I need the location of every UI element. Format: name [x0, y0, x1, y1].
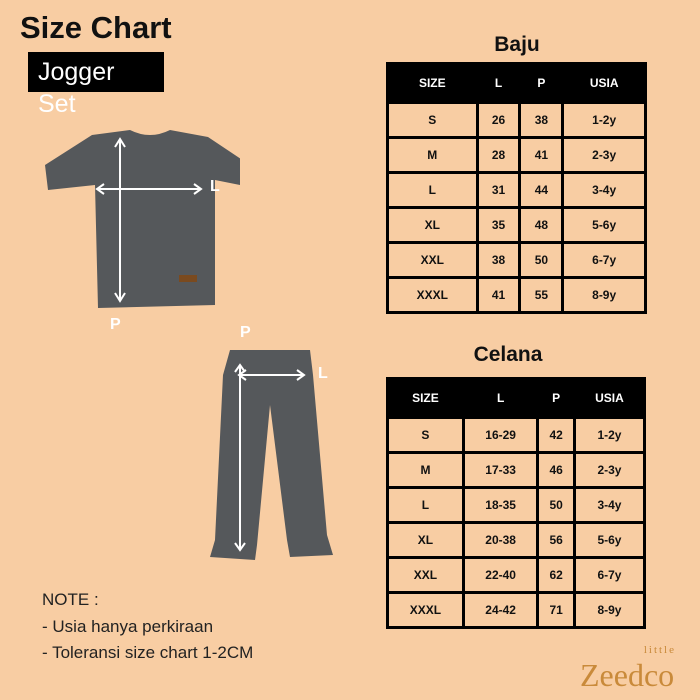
table-cell: 50 [539, 489, 573, 521]
table-row: S 26 38 1-2y [389, 104, 644, 136]
table-cell: 41 [521, 139, 562, 171]
table-cell: 20-38 [464, 524, 537, 556]
table-cell: L [389, 174, 476, 206]
table-cell: 5-6y [575, 524, 643, 556]
logo-small-text: little [643, 644, 676, 656]
table-cell: XXL [389, 559, 462, 591]
table-row: XL 35 48 5-6y [389, 209, 644, 241]
table-cell: 35 [478, 209, 519, 241]
table-row: S 16-29 42 1-2y [389, 419, 643, 451]
pants-illustration [210, 350, 333, 560]
brand-logo: little Zeedco [580, 644, 680, 694]
table-cell: 38 [521, 104, 562, 136]
table-cell: 17-33 [464, 454, 537, 486]
table-cell: S [389, 419, 462, 451]
table-cell: M [389, 139, 476, 171]
table-cell: 50 [521, 244, 562, 276]
table-cell: 6-7y [575, 559, 643, 591]
table-cell: 24-42 [464, 594, 537, 626]
celana-title: Celana [473, 343, 543, 366]
table-cell: XL [389, 524, 462, 556]
pants-width-label: L [318, 365, 328, 382]
col-header: SIZE [389, 380, 462, 416]
table-cell: L [389, 489, 462, 521]
table-cell: 2-3y [564, 139, 644, 171]
table-cell: 44 [521, 174, 562, 206]
table-cell: 71 [539, 594, 573, 626]
table-cell: XXXL [389, 279, 476, 311]
table-row: XXL 22-40 62 6-7y [389, 559, 643, 591]
col-header: L [478, 65, 519, 101]
table-cell: 18-35 [464, 489, 537, 521]
col-header: USIA [575, 380, 643, 416]
table-cell: 48 [521, 209, 562, 241]
shirt-length-label: P [110, 316, 121, 333]
table-cell: 8-9y [564, 279, 644, 311]
table-row: XL 20-38 56 5-6y [389, 524, 643, 556]
table-cell: 31 [478, 174, 519, 206]
logo-main-text: Zeedco [580, 657, 675, 693]
table-cell: 2-3y [575, 454, 643, 486]
table-cell: 46 [539, 454, 573, 486]
table-row: XXXL 24-42 71 8-9y [389, 594, 643, 626]
table-cell: 3-4y [564, 174, 644, 206]
page-subtitle: Jogger Set [28, 52, 164, 118]
table-cell: XL [389, 209, 476, 241]
table-cell: 22-40 [464, 559, 537, 591]
table-cell: 28 [478, 139, 519, 171]
table-cell: 1-2y [564, 104, 644, 136]
note-heading: NOTE : [42, 590, 99, 609]
table-cell: 62 [539, 559, 573, 591]
col-header: L [464, 380, 537, 416]
table-cell: M [389, 454, 462, 486]
table-row: L 31 44 3-4y [389, 174, 644, 206]
table-row: XXXL 41 55 8-9y [389, 279, 644, 311]
note-item: - Toleransi size chart 1-2CM [42, 643, 254, 662]
table-cell: 55 [521, 279, 562, 311]
table-cell: 8-9y [575, 594, 643, 626]
col-header: SIZE [389, 65, 476, 101]
table-row: M 17-33 46 2-3y [389, 454, 643, 486]
table-cell: 26 [478, 104, 519, 136]
table-cell: XXL [389, 244, 476, 276]
celana-size-table: SIZE L P USIA S 16-29 42 1-2y M 17-33 46 2-3y L 18-3… [386, 377, 646, 629]
table-cell: 42 [539, 419, 573, 451]
col-header: P [521, 65, 562, 101]
page-title: Size Chart [20, 10, 172, 45]
table-cell: S [389, 104, 476, 136]
baju-title: Baju [494, 33, 540, 56]
note-item: - Usia hanya perkiraan [42, 617, 214, 636]
col-header: USIA [564, 65, 644, 101]
shirt-width-label: L [210, 178, 220, 195]
table-cell: 3-4y [575, 489, 643, 521]
table-cell: 41 [478, 279, 519, 311]
table-cell: 16-29 [464, 419, 537, 451]
table-cell: 5-6y [564, 209, 644, 241]
baju-size-table: SIZE L P USIA S 26 38 1-2y M 28 41 2-3y L 31 44 3-4y XL… [386, 62, 647, 314]
table-row: XXL 38 50 6-7y [389, 244, 644, 276]
table-row: M 28 41 2-3y [389, 139, 644, 171]
table-cell: 1-2y [575, 419, 643, 451]
col-header: P [539, 380, 573, 416]
table-cell: 56 [539, 524, 573, 556]
table-cell: 6-7y [564, 244, 644, 276]
table-cell: 38 [478, 244, 519, 276]
pants-length-label: P [240, 324, 251, 341]
table-row: L 18-35 50 3-4y [389, 489, 643, 521]
table-cell: XXXL [389, 594, 462, 626]
shirt-illustration [45, 130, 240, 308]
